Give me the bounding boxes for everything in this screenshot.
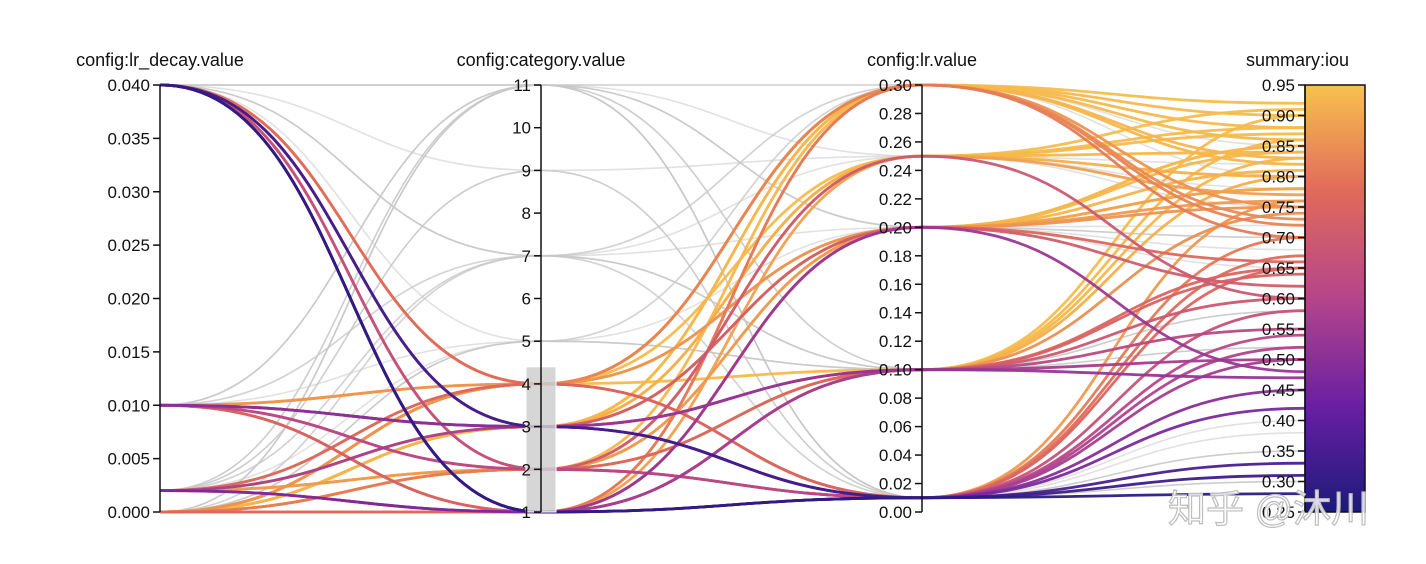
axis-title: summary:iou	[1246, 50, 1349, 70]
highlighted-line	[159, 205, 1306, 407]
tick-label: 0.80	[1262, 168, 1295, 187]
tick-label: 0.035	[107, 129, 150, 148]
tick-label: 2	[522, 460, 531, 479]
tick-label: 0.85	[1262, 137, 1295, 156]
tick-label: 0.26	[879, 133, 912, 152]
tick-label: 0.04	[879, 446, 912, 465]
tick-label: 0.35	[1262, 442, 1295, 461]
tick-label: 0.24	[879, 161, 912, 180]
axis-3: 0.00 0.02 0.04 0.06 0.08 0.10 0.12 0.14 0.16 0.18…	[867, 50, 977, 522]
tick-label: 0.20	[879, 218, 912, 237]
unselected-line	[159, 84, 1306, 208]
highlighted-line	[159, 83, 1306, 514]
tick-label: 0.025	[107, 236, 150, 255]
tick-label: 0.00	[879, 503, 912, 522]
tick-label: 0.45	[1262, 381, 1295, 400]
tick-label: 0.02	[879, 475, 912, 494]
unselected-line	[159, 84, 1306, 371]
tick-label: 0.22	[879, 190, 912, 209]
tick-label: 0.005	[107, 450, 150, 469]
axis-2: 1 2 3 4 5 6 7 8 9 10 11 config:category.value	[457, 50, 626, 522]
axes: 0.0000.0050.0100.0150.0200.0250.0300.035…	[76, 50, 1366, 522]
axis-title: config:category.value	[457, 50, 626, 70]
tick-label: 0.08	[879, 389, 912, 408]
axis-title: config:lr_decay.value	[76, 50, 244, 71]
tick-label: 0.75	[1262, 198, 1295, 217]
tick-label: 0.28	[879, 104, 912, 123]
unselected-line	[159, 84, 1306, 513]
axis-1: 0.000 0.005 0.010 0.015 0.020 0.025 0.030 0.035…	[76, 50, 244, 522]
tick-label: 0.70	[1262, 229, 1295, 248]
tick-label: 9	[522, 161, 531, 180]
tick-label: 5	[522, 332, 531, 351]
tick-label: 0.65	[1262, 259, 1295, 278]
highlighted-line	[159, 83, 1306, 500]
tick-label: 3	[522, 418, 531, 437]
tick-label: 0.000	[107, 503, 150, 522]
tick-label: 0.30	[879, 76, 912, 95]
colorbar	[1304, 84, 1366, 513]
axis-4: 0.25 0.30 0.35 0.40 0.45 0.50 0.55 0.60 0.65 0.70…	[1246, 50, 1366, 522]
tick-label: 0.010	[107, 396, 150, 415]
tick-label: 0.12	[879, 332, 912, 351]
tick-label: 0.18	[879, 247, 912, 266]
tick-label: 1	[522, 503, 531, 522]
tick-label: 0.040	[107, 76, 150, 95]
tick-label: 0.50	[1262, 351, 1295, 370]
tick-label: 0.020	[107, 290, 150, 309]
tick-label: 0.14	[879, 304, 912, 323]
highlighted-lines	[159, 83, 1306, 514]
axis-title: config:lr.value	[867, 50, 977, 70]
tick-label: 11	[513, 76, 531, 95]
unselected-line	[159, 84, 1306, 407]
highlighted-line	[159, 199, 1306, 493]
tick-label: 0.55	[1262, 320, 1295, 339]
tick-label: 0.25	[1262, 503, 1295, 522]
tick-label: 6	[522, 290, 531, 309]
unselected-lines	[159, 84, 1306, 513]
tick-label: 0.015	[107, 343, 150, 362]
tick-label: 0.030	[107, 183, 150, 202]
tick-label: 0.10	[879, 361, 912, 380]
tick-label: 4	[522, 375, 531, 394]
tick-label: 0.90	[1262, 107, 1295, 126]
tick-label: 0.60	[1262, 290, 1295, 309]
watermark: 知乎 @沐川	[1168, 489, 1369, 531]
tick-label: 0.06	[879, 418, 912, 437]
tick-label: 7	[522, 247, 531, 266]
tick-label: 0.95	[1262, 76, 1295, 95]
tick-label: 0.40	[1262, 412, 1295, 431]
tick-label: 10	[512, 119, 531, 138]
unselected-line	[159, 169, 1306, 499]
tick-label: 0.30	[1262, 473, 1295, 492]
tick-label: 0.16	[879, 275, 912, 294]
highlighted-line	[159, 333, 1306, 500]
tick-label: 8	[522, 204, 531, 223]
